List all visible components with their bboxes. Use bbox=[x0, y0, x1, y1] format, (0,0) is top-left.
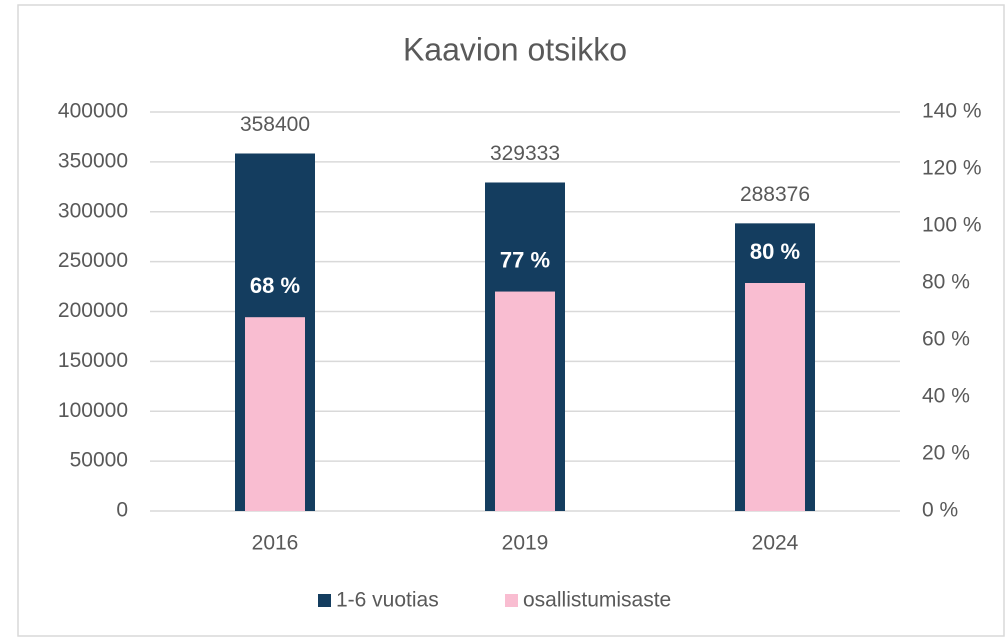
y2-tick-label: 60 % bbox=[922, 328, 970, 351]
x-tick-label: 2016 bbox=[252, 532, 299, 555]
y2-tick-label: 40 % bbox=[922, 385, 970, 408]
y2-tick-label: 20 % bbox=[922, 442, 970, 465]
data-label: 68 % bbox=[250, 273, 300, 298]
legend-label: 1-6 vuotias bbox=[336, 589, 439, 612]
y2-tick-label: 120 % bbox=[922, 157, 982, 180]
y-tick-label: 0 bbox=[116, 499, 128, 522]
y-tick-label: 200000 bbox=[58, 299, 128, 322]
legend-swatch bbox=[318, 594, 331, 607]
legend-label: osallistumisaste bbox=[523, 589, 671, 612]
bar bbox=[745, 283, 805, 511]
bar bbox=[495, 291, 555, 511]
chart-title: Kaavion otsikko bbox=[403, 31, 627, 67]
y-tick-label: 250000 bbox=[58, 249, 128, 272]
y-tick-label: 100000 bbox=[58, 399, 128, 422]
data-label: 77 % bbox=[500, 247, 550, 272]
y2-tick-label: 80 % bbox=[922, 271, 970, 294]
x-tick-label: 2024 bbox=[752, 532, 799, 555]
data-label: 358400 bbox=[240, 113, 310, 136]
y-tick-label: 150000 bbox=[58, 349, 128, 372]
bar bbox=[245, 317, 305, 511]
y-tick-label: 300000 bbox=[58, 199, 128, 222]
y-tick-label: 350000 bbox=[58, 149, 128, 172]
y-tick-label: 400000 bbox=[58, 100, 128, 123]
y2-tick-label: 0 % bbox=[922, 499, 958, 522]
y2-tick-label: 100 % bbox=[922, 214, 982, 237]
legend-swatch bbox=[505, 594, 518, 607]
x-tick-label: 2019 bbox=[502, 532, 549, 555]
data-label: 329333 bbox=[490, 142, 560, 165]
y2-tick-label: 140 % bbox=[922, 100, 982, 123]
data-label: 288376 bbox=[740, 183, 810, 206]
y-tick-label: 50000 bbox=[70, 449, 128, 472]
data-label: 80 % bbox=[750, 239, 800, 264]
